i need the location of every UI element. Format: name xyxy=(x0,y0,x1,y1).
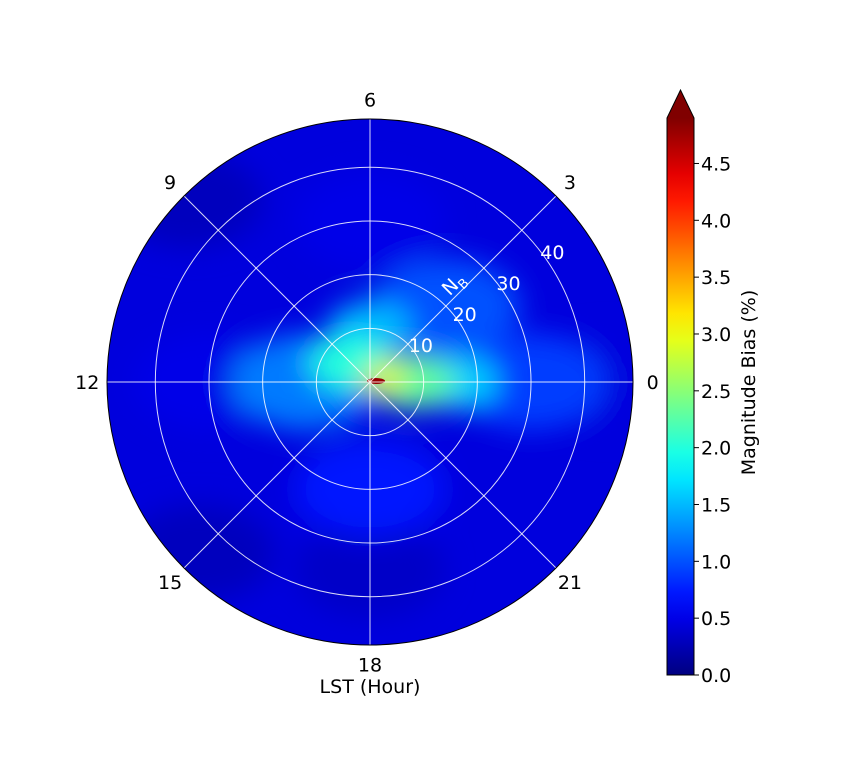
radial-gridline xyxy=(315,327,425,437)
colorbar-bar xyxy=(667,118,694,675)
colorbar-tick-label: 1.0 xyxy=(701,551,731,573)
theta-tick-label: 12 xyxy=(75,372,99,394)
colorbar-tick-label: 2.5 xyxy=(701,381,731,403)
colorbar: 0.0 0.5 1.0 1.5 2.0 2.5 3.0 3.5 4.0 4.5 Magnitude … xyxy=(666,88,760,687)
theta-gridline xyxy=(183,195,371,383)
radial-tick-label: 10 xyxy=(409,335,433,357)
theta-tick-label: 18 xyxy=(358,655,382,677)
radial-tick-label: 40 xyxy=(540,242,564,264)
radial-gridline xyxy=(262,274,478,490)
colorbar-tick-label: 3.0 xyxy=(701,324,731,346)
x-axis-label: LST (Hour) xyxy=(320,676,421,698)
theta-tick-label: 3 xyxy=(564,172,576,194)
colorbar-extend-arrow xyxy=(667,90,694,118)
colorbar-tick-label: 4.5 xyxy=(701,153,731,175)
colorbar-tick-label: 4.0 xyxy=(701,210,731,232)
colorbar-tick-label: 0.5 xyxy=(701,608,731,630)
radial-tick-label: 20 xyxy=(453,304,477,326)
theta-tick-label: 0 xyxy=(647,372,659,394)
polar-outline xyxy=(106,118,634,646)
theta-gridline xyxy=(183,381,371,569)
theta-tick-label: 21 xyxy=(558,572,582,594)
colorbar-tick-label: 1.5 xyxy=(701,494,731,516)
radial-gridline xyxy=(154,166,586,598)
colorbar-label: Magnitude Bias (%) xyxy=(738,290,760,475)
colorbar-tick-label: 3.5 xyxy=(701,267,731,289)
theta-tick-label: 15 xyxy=(158,572,182,594)
colorbar-tick-label: 0.0 xyxy=(701,665,731,687)
theta-tick-label: 9 xyxy=(164,172,176,194)
radial-tick-label: 30 xyxy=(496,273,520,295)
polar-grid xyxy=(106,118,634,646)
radial-gridline xyxy=(208,220,532,544)
theta-gridline xyxy=(369,381,557,569)
colorbar-outline xyxy=(666,88,695,676)
theta-gridline xyxy=(369,195,557,383)
colorbar-tick-label: 2.0 xyxy=(701,438,731,460)
theta-tick-label: 6 xyxy=(364,89,376,111)
